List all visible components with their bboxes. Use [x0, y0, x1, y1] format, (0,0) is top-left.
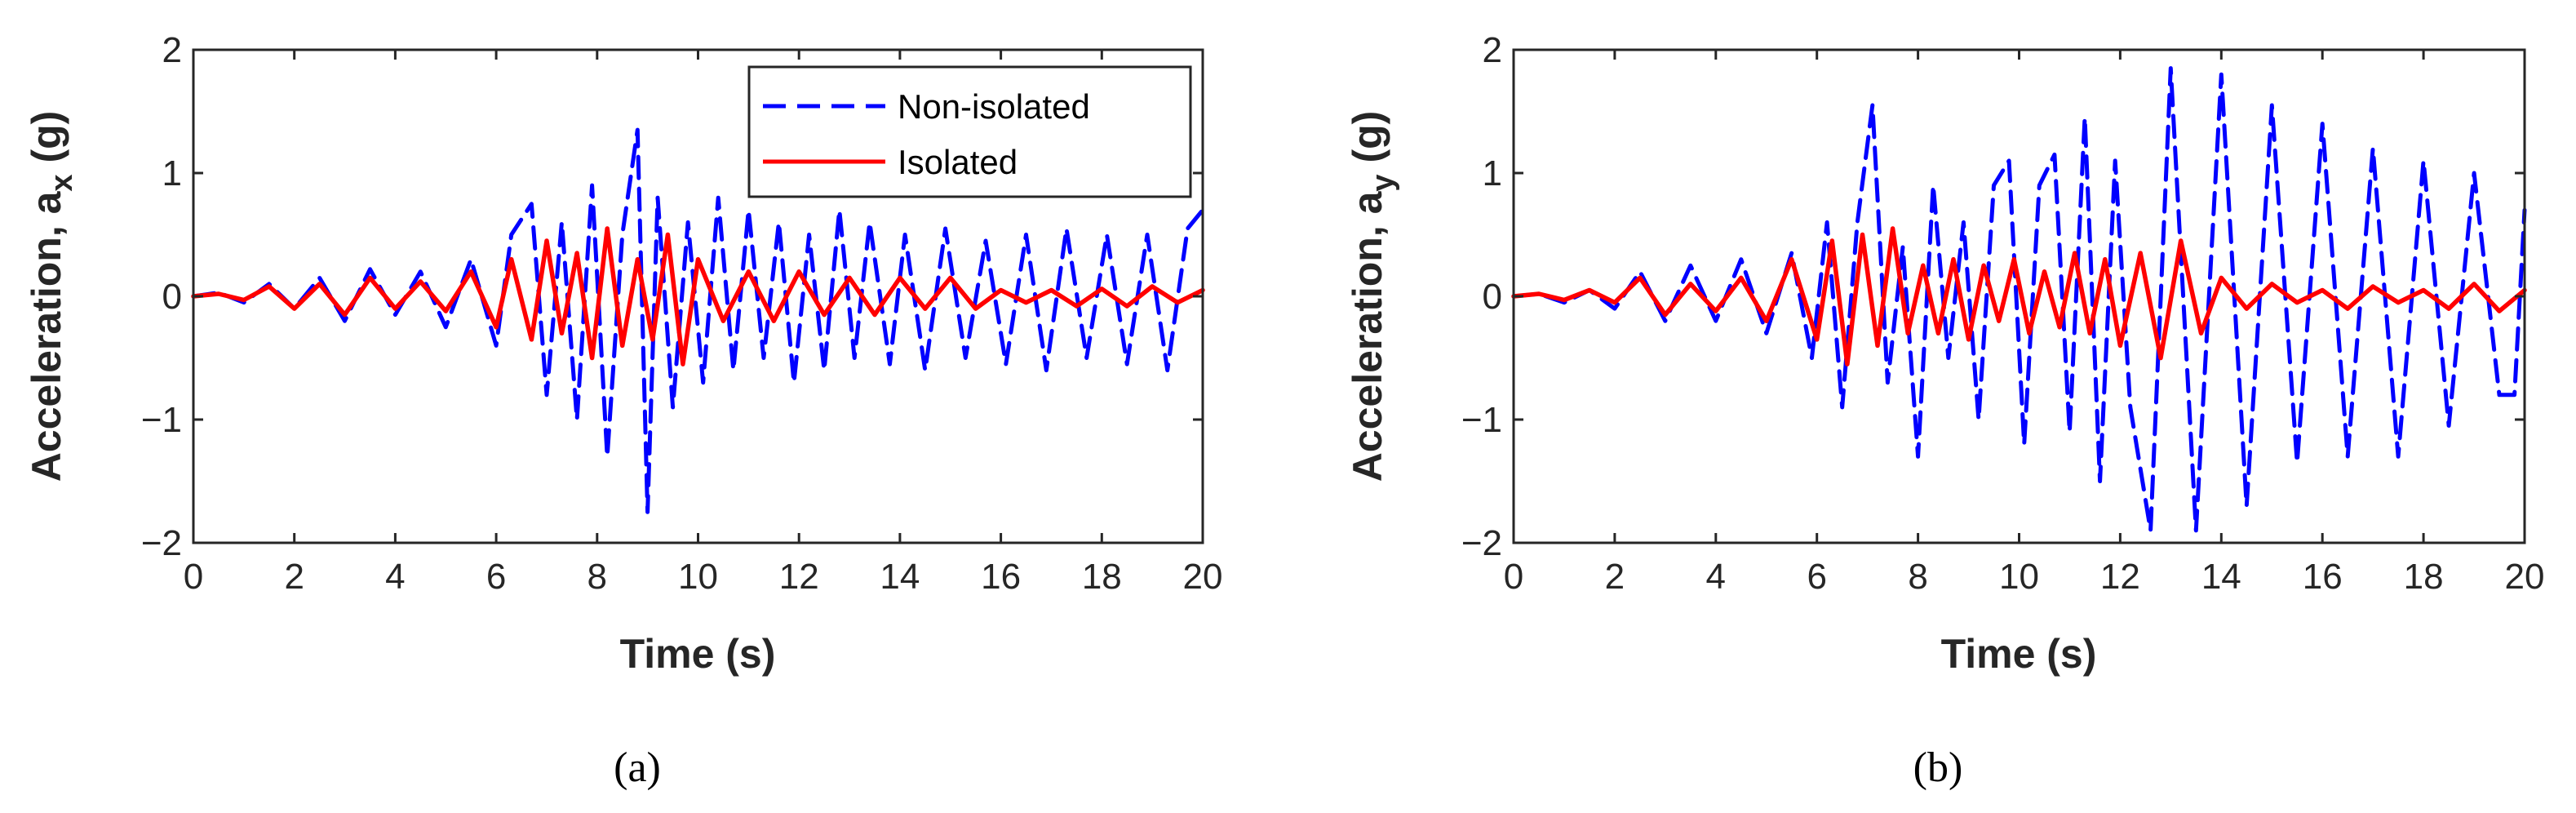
x-tick-label-a: 6 — [486, 557, 506, 597]
series-line-isolated-a — [191, 226, 1205, 367]
x-tick-label-b: 20 — [2505, 557, 2545, 597]
y-axis-label-sub-a: x — [45, 174, 79, 191]
x-tick-label-a: 20 — [1183, 557, 1223, 597]
legend-label-non-isolated: Non-isolated — [898, 87, 1090, 126]
caption-b: (b) — [1913, 744, 1963, 791]
y-tick-label-a: 2 — [162, 30, 182, 70]
x-tick-label-b: 16 — [2303, 557, 2343, 597]
x-tick-label-b: 10 — [1999, 557, 2039, 597]
legend-label-isolated: Isolated — [898, 143, 1018, 181]
x-tick-label-a: 14 — [880, 557, 920, 597]
y-tick-label-a: −1 — [141, 400, 182, 440]
x-tick-label-a: 0 — [184, 557, 203, 597]
x-tick-label-b: 6 — [1807, 557, 1826, 597]
y-axis-label-unit-b: (g) — [1345, 111, 1390, 175]
x-tick-label-a: 10 — [678, 557, 718, 597]
x-tick-label-a: 8 — [587, 557, 607, 597]
x-tick-label-a: 16 — [981, 557, 1021, 597]
x-tick-label-b: 4 — [1706, 557, 1726, 597]
caption-a: (a) — [614, 744, 661, 791]
x-tick-label-b: 14 — [2201, 557, 2241, 597]
y-tick-label-b: 2 — [1483, 30, 1502, 70]
plot-area-b — [1511, 66, 2527, 533]
legend: Non-isolated Isolated — [747, 65, 1192, 198]
y-axis-label-main-a: Acceleration, a — [24, 190, 69, 482]
x-tick-label-b: 2 — [1605, 557, 1625, 597]
x-tick-label-b: 8 — [1908, 557, 1927, 597]
x-axis-label-b: Time (s) — [1941, 631, 2097, 677]
y-axis-label-a: Acceleration, ax (g) — [24, 111, 79, 482]
y-tick-label-a: 1 — [162, 153, 182, 193]
x-tick-label-a: 12 — [779, 557, 819, 597]
plot-area-a — [191, 127, 1205, 514]
y-axis-label-main-b: Acceleration, a — [1345, 190, 1390, 482]
x-tick-label-b: 12 — [2100, 557, 2140, 597]
x-tick-label-a: 2 — [284, 557, 304, 597]
y-tick-label-b: −1 — [1461, 400, 1502, 440]
y-tick-label-b: 0 — [1483, 277, 1502, 317]
x-tick-label-a: 18 — [1082, 557, 1122, 597]
y-axis-label-b: Acceleration, ay (g) — [1345, 111, 1400, 482]
series-line-isolated-b — [1511, 226, 2527, 367]
x-tick-label-b: 18 — [2404, 557, 2444, 597]
series-line-non-isolated-a — [191, 127, 1205, 514]
legend-box — [747, 65, 1192, 198]
y-axis-label-sub-b: y — [1366, 174, 1400, 191]
x-tick-label-b: 0 — [1504, 557, 1523, 597]
y-tick-label-b: 1 — [1483, 153, 1502, 193]
y-tick-label-b: −2 — [1461, 523, 1502, 563]
x-axis-label-a: Time (s) — [620, 631, 776, 677]
y-tick-label-a: −2 — [141, 523, 182, 563]
y-tick-label-a: 0 — [162, 277, 182, 317]
y-axis-label-unit-a: (g) — [24, 111, 69, 175]
x-tick-label-a: 4 — [385, 557, 405, 597]
